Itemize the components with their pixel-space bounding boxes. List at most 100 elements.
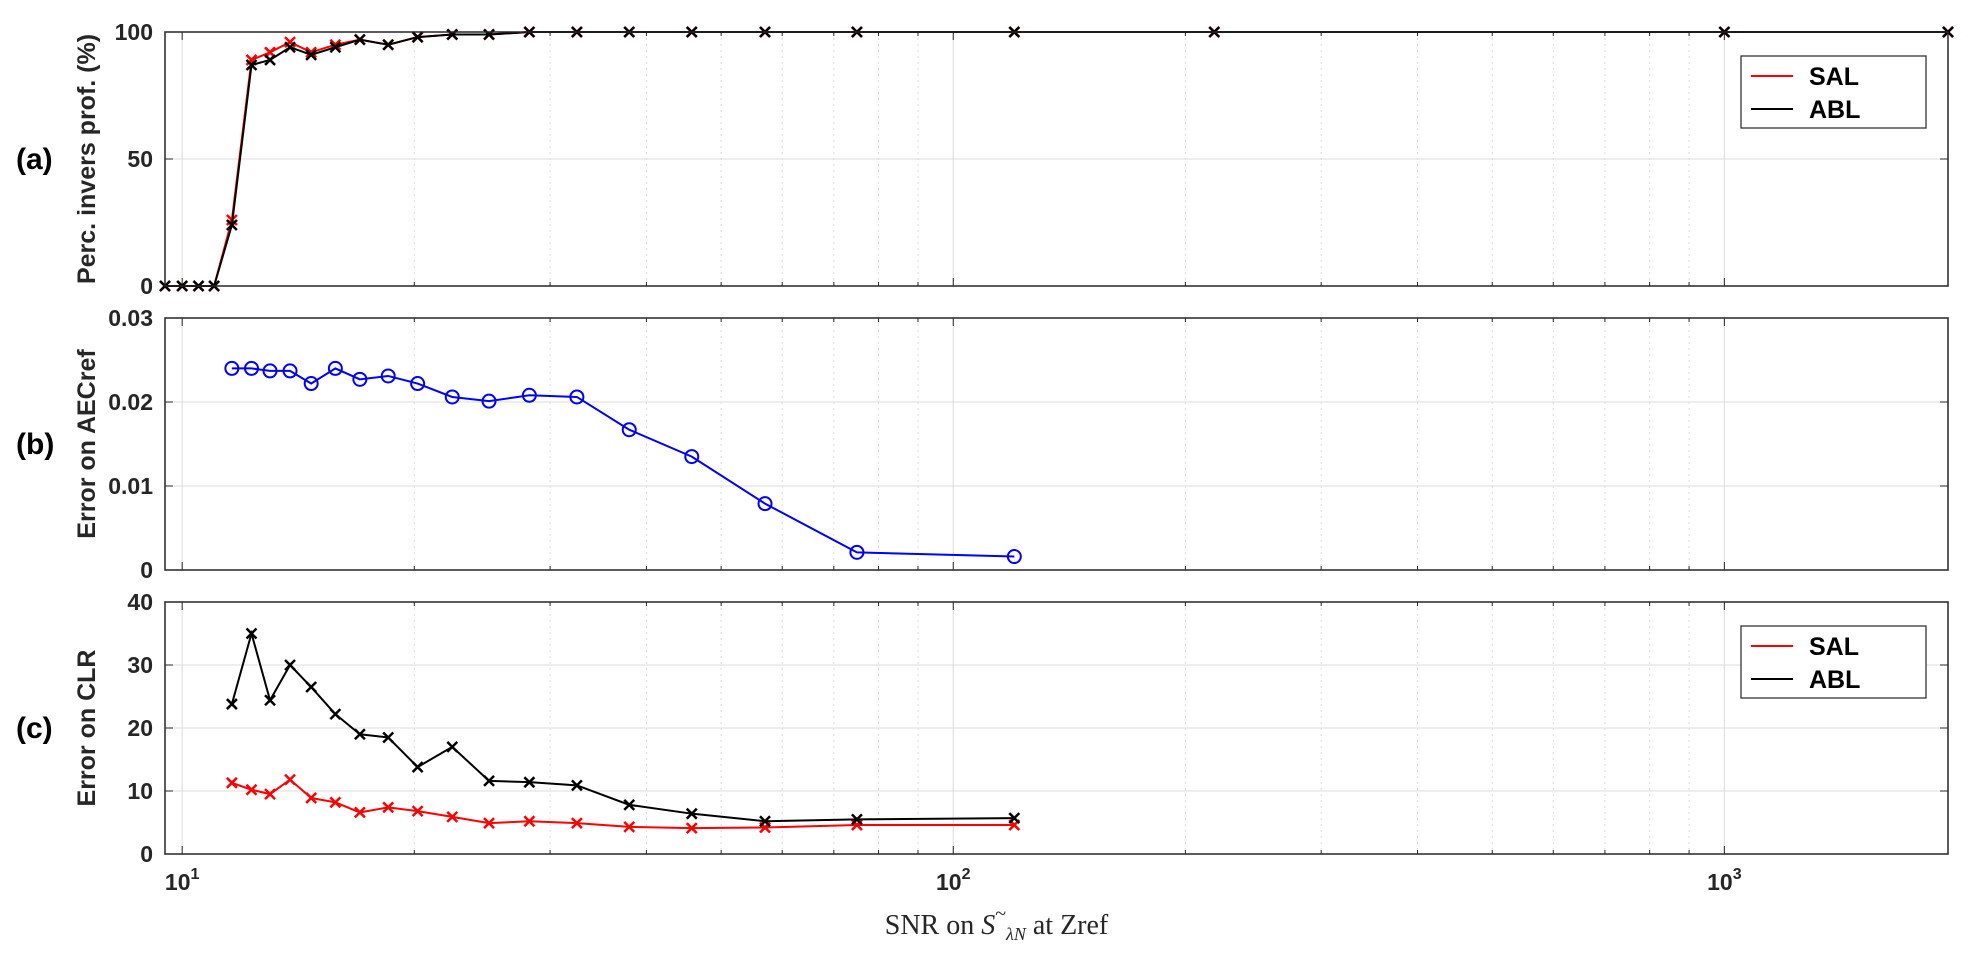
data-point (224, 360, 240, 376)
data-point-stroke (523, 815, 536, 828)
data-point-stroke (685, 822, 698, 835)
axes-box (164, 31, 1949, 287)
data-point-stroke (245, 59, 258, 71)
data-point-stroke (305, 46, 318, 59)
series-abl (225, 627, 1021, 828)
data-point-stroke (305, 681, 318, 693)
y-tick-label: 50 (127, 146, 153, 172)
data-point (446, 741, 459, 753)
data-point (757, 496, 773, 512)
data-point (284, 41, 296, 54)
data-point-stroke (225, 776, 238, 789)
data-point (411, 761, 424, 773)
y-tick-label: 40 (127, 589, 153, 615)
data-point-stroke (225, 219, 238, 231)
data-point (685, 807, 698, 820)
axes-box (164, 317, 1949, 571)
x-axis-label-symbol: S (981, 910, 995, 941)
panel-label: (b) (16, 428, 54, 461)
data-point-stroke (245, 627, 258, 640)
data-point-stroke (623, 798, 636, 811)
data-point-stroke (685, 807, 698, 820)
y-tick-label: 0.02 (108, 389, 153, 415)
x-tick-label-exponent: 3 (1733, 866, 1742, 883)
y-axis-label: Error on CLR (73, 650, 101, 807)
data-point (305, 46, 318, 59)
data-point-stroke (353, 806, 366, 819)
data-point-stroke (382, 731, 395, 744)
data-point (483, 817, 495, 830)
data-point (523, 776, 536, 789)
data-point-stroke (353, 728, 366, 741)
panel-b: 0 0.01 0.02 0.03 Error on AECref (b) (16, 305, 1949, 583)
data-point (483, 775, 495, 787)
x-axis-label: SNR on S~λN at Zref (885, 903, 1109, 944)
data-point (329, 708, 342, 721)
x-tick-label-base: 10 (936, 869, 962, 895)
data-point-stroke (411, 805, 424, 818)
data-point (303, 376, 319, 392)
data-point-stroke (225, 698, 238, 710)
x-tick-label-base: 10 (165, 869, 191, 895)
data-point-stroke (446, 741, 459, 753)
x-tick-label-exponent: 2 (962, 866, 971, 883)
legend-label: SAL (1809, 633, 1859, 661)
plot-background (165, 318, 1948, 570)
data-point (382, 38, 395, 51)
data-point (264, 54, 276, 66)
data-point-stroke (382, 38, 395, 51)
y-tick-label: 100 (115, 19, 153, 45)
data-point-stroke (523, 776, 536, 789)
series-line (224, 360, 1022, 565)
data-point-stroke (264, 54, 276, 66)
x-axis-label-subscript: λN (1005, 924, 1027, 944)
data-point (305, 48, 318, 61)
legend-box (1740, 625, 1927, 699)
data-point (1006, 549, 1022, 565)
panel-label: (c) (16, 712, 53, 745)
data-point-stroke (411, 31, 424, 43)
data-point (569, 389, 585, 405)
data-point (305, 792, 318, 804)
x-tick-label-base: 10 (1707, 869, 1733, 895)
data-point (759, 815, 771, 828)
series-line (230, 629, 1015, 823)
data-point (621, 422, 637, 438)
x-axis-label-prefix: SNR on (885, 910, 981, 941)
y-tick-label: 0 (140, 273, 153, 299)
data-point-stroke (329, 796, 342, 809)
x-axis-label-suffix: at Zref (1026, 910, 1109, 941)
data-point (444, 389, 460, 405)
data-point (1008, 812, 1021, 824)
data-point (380, 368, 396, 384)
data-point (382, 731, 395, 744)
data-point-stroke (759, 815, 771, 828)
data-point (264, 788, 276, 801)
legend-label: ABL (1809, 666, 1860, 694)
data-point (353, 806, 366, 819)
data-point-stroke (353, 33, 366, 46)
data-point (411, 805, 424, 818)
data-point (571, 817, 583, 830)
data-point (851, 813, 863, 826)
data-point-stroke (245, 783, 258, 796)
legend: SAL ABL (1740, 55, 1927, 129)
data-point-stroke (623, 821, 636, 833)
data-point-stroke (382, 801, 395, 814)
data-point (411, 31, 424, 43)
data-point-stroke (571, 817, 583, 830)
data-point (225, 219, 238, 231)
legend-label: ABL (1809, 96, 1860, 124)
y-tick-label: 0.01 (108, 473, 153, 499)
series-line (231, 367, 1015, 558)
y-tick-label: 10 (127, 778, 153, 804)
data-point-stroke (483, 817, 495, 830)
data-point-stroke (411, 761, 424, 773)
y-tick-label: 0 (140, 557, 153, 583)
x-tick-label-exponent: 1 (191, 866, 200, 883)
x-tick-label: 102 (936, 866, 971, 895)
data-point (225, 776, 238, 789)
data-point (282, 363, 298, 379)
data-point-stroke (571, 779, 583, 792)
